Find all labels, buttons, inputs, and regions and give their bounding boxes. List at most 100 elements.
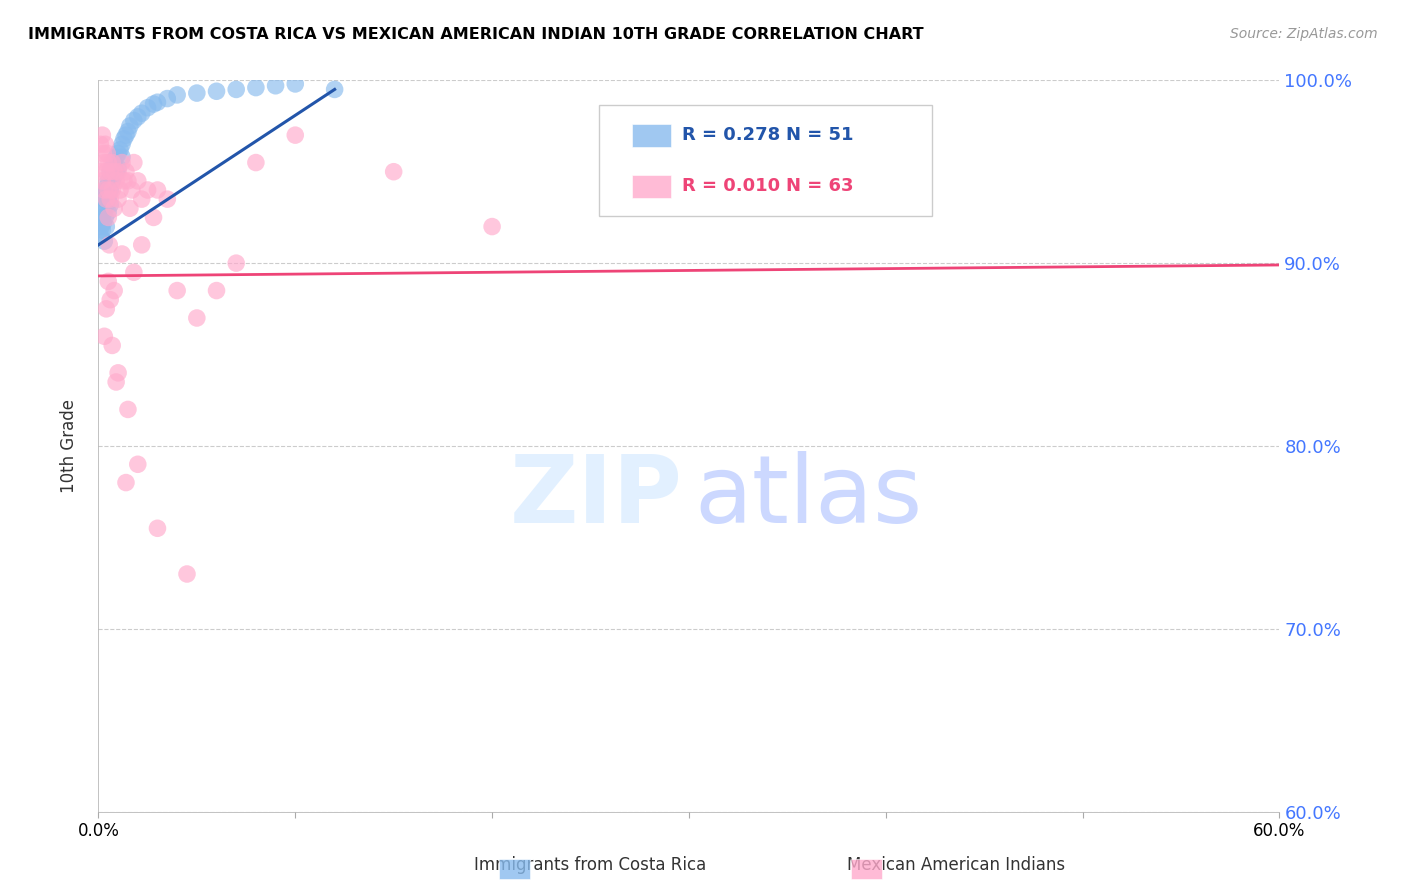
Point — [122, 113, 145, 128]
Point — [118, 202, 141, 216]
Point — [93, 329, 115, 343]
Point — [117, 402, 139, 417]
Point — [117, 174, 139, 188]
Point — [115, 475, 138, 490]
Point — [94, 137, 117, 152]
Point — [131, 106, 153, 120]
Point — [93, 183, 115, 197]
Point — [91, 223, 114, 237]
Text: ZIP: ZIP — [510, 451, 683, 543]
Point — [111, 155, 134, 169]
Point — [98, 197, 121, 211]
Point — [264, 78, 287, 93]
Point — [481, 219, 503, 234]
Point — [284, 77, 307, 91]
Point — [94, 211, 117, 225]
Point — [142, 211, 165, 225]
Point — [146, 95, 169, 110]
Point — [89, 137, 111, 152]
Point — [131, 238, 153, 252]
Point — [97, 183, 120, 197]
Text: N = 51: N = 51 — [786, 126, 853, 145]
Point — [107, 161, 129, 175]
Point — [136, 183, 159, 197]
Text: Source: ZipAtlas.com: Source: ZipAtlas.com — [1230, 27, 1378, 41]
Point — [97, 155, 120, 169]
Point — [107, 146, 129, 161]
Y-axis label: 10th Grade: 10th Grade — [59, 399, 77, 493]
Point — [96, 164, 118, 178]
Point — [96, 219, 118, 234]
Point — [225, 82, 247, 96]
Point — [93, 216, 115, 230]
Point — [105, 375, 128, 389]
Point — [108, 183, 131, 197]
Point — [105, 150, 128, 164]
Text: atlas: atlas — [695, 451, 924, 543]
Point — [112, 174, 135, 188]
Point — [93, 146, 115, 161]
Point — [97, 275, 120, 289]
Point — [98, 164, 121, 178]
Point — [205, 84, 228, 98]
Point — [146, 183, 169, 197]
Point — [108, 143, 131, 157]
Point — [98, 293, 121, 307]
Point — [98, 164, 121, 178]
Text: R = 0.278: R = 0.278 — [682, 126, 780, 145]
Point — [89, 228, 111, 243]
Point — [98, 183, 121, 197]
Point — [91, 128, 114, 143]
Point — [91, 211, 114, 225]
Point — [166, 87, 188, 102]
Point — [127, 110, 149, 124]
Point — [107, 366, 129, 380]
Point — [225, 256, 247, 270]
Text: Mexican American Indians: Mexican American Indians — [846, 856, 1066, 874]
Point — [121, 183, 143, 197]
Point — [115, 128, 138, 143]
Text: N = 63: N = 63 — [786, 178, 853, 195]
Point — [111, 150, 134, 164]
Text: R = 0.010: R = 0.010 — [682, 178, 780, 195]
Point — [93, 202, 115, 216]
Point — [91, 174, 114, 188]
Point — [122, 265, 145, 279]
Point — [156, 92, 179, 106]
Point — [94, 186, 117, 201]
Point — [111, 137, 134, 152]
Point — [93, 155, 115, 169]
Point — [96, 183, 118, 197]
Text: IMMIGRANTS FROM COSTA RICA VS MEXICAN AMERICAN INDIAN 10TH GRADE CORRELATION CHA: IMMIGRANTS FROM COSTA RICA VS MEXICAN AM… — [28, 27, 924, 42]
Point — [96, 179, 118, 194]
Point — [97, 211, 120, 225]
Point — [118, 119, 141, 133]
Point — [97, 205, 120, 219]
Point — [97, 192, 120, 206]
Point — [127, 458, 149, 472]
Point — [93, 205, 115, 219]
Text: Immigrants from Costa Rica: Immigrants from Costa Rica — [474, 856, 707, 874]
Point — [105, 174, 128, 188]
Point — [101, 161, 124, 175]
Point — [103, 202, 125, 216]
Point — [98, 192, 121, 206]
Point — [142, 97, 165, 112]
Point — [166, 284, 188, 298]
Point — [96, 146, 118, 161]
Point — [90, 219, 112, 234]
Point — [245, 80, 267, 95]
Point — [136, 101, 159, 115]
Point — [96, 301, 118, 316]
Point — [90, 164, 112, 178]
Point — [186, 86, 208, 100]
Point — [678, 155, 700, 169]
Point — [101, 174, 124, 188]
Point — [103, 155, 125, 169]
Point — [131, 192, 153, 206]
Point — [122, 155, 145, 169]
Point — [101, 183, 124, 197]
Point — [98, 238, 121, 252]
Point — [103, 164, 125, 178]
Point — [205, 284, 228, 298]
